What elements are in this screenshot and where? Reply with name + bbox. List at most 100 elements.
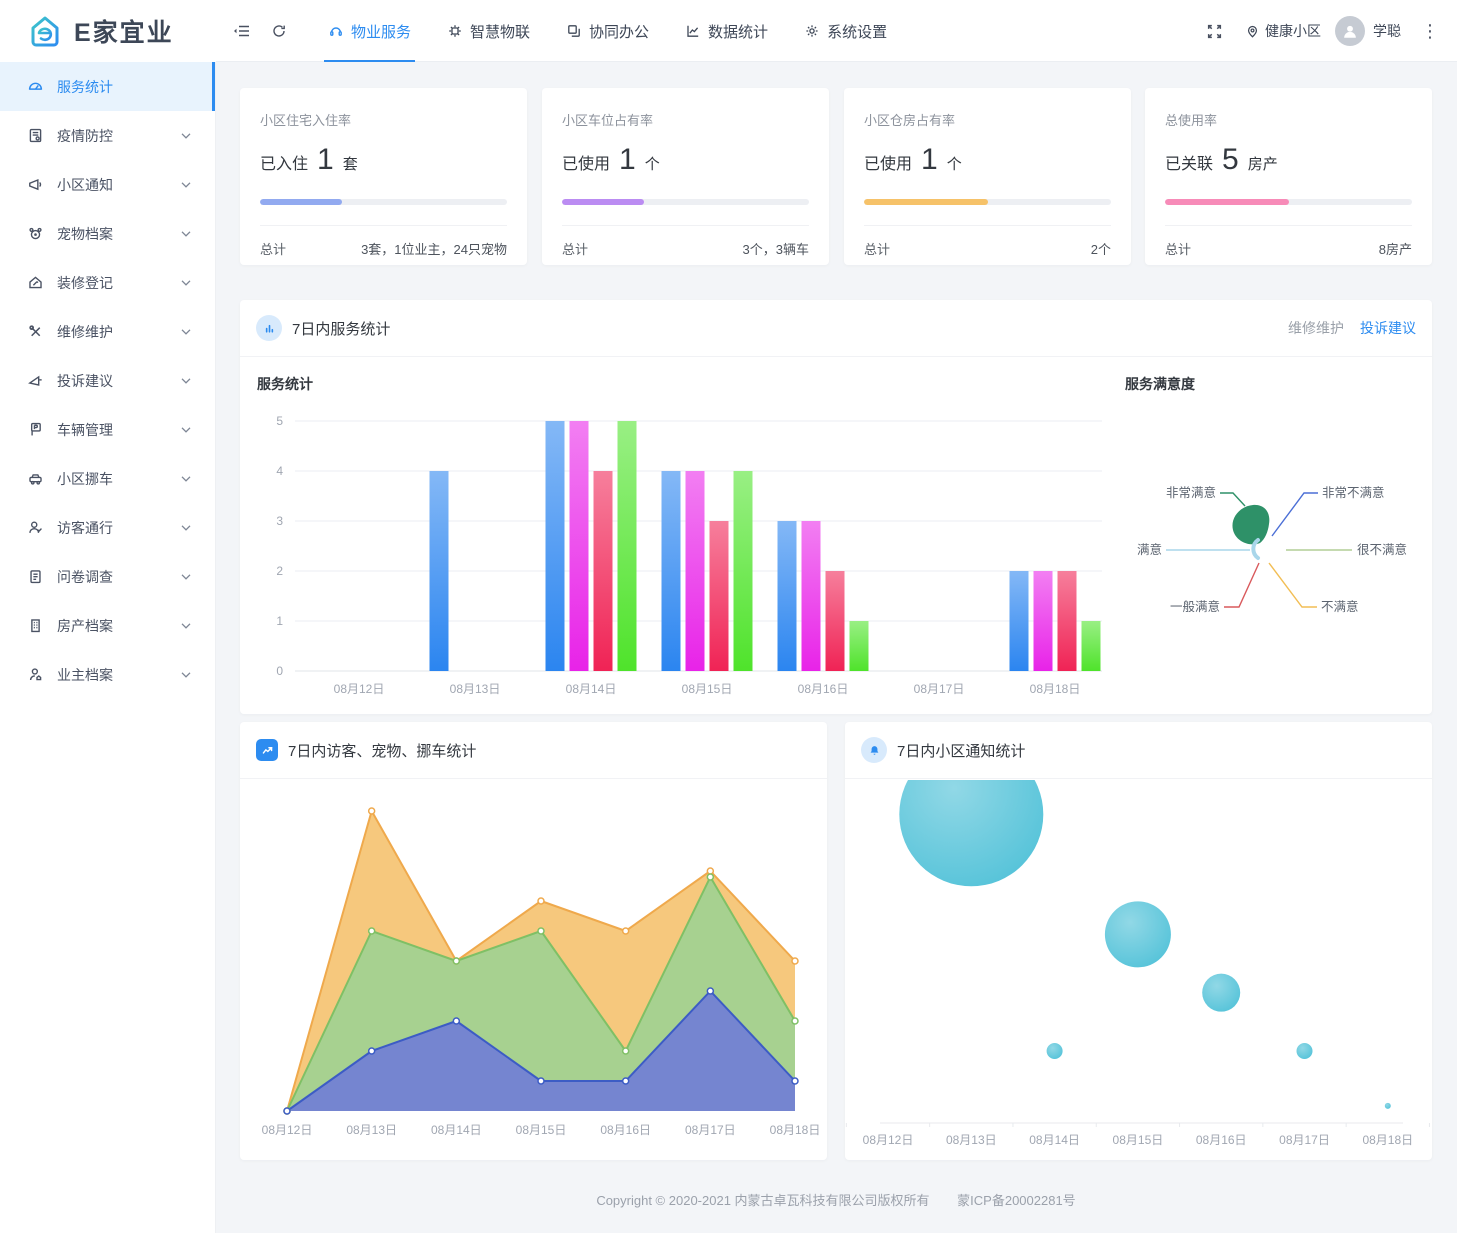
- sidebar-item-label: 车辆管理: [57, 421, 113, 438]
- stat-card-parking: 小区车位占有率 已使用 1 个 总计 3个，3辆车: [542, 88, 829, 265]
- user-menu[interactable]: 学聪: [1335, 16, 1401, 46]
- tools-icon: [29, 325, 41, 337]
- svg-text:08月16日: 08月16日: [600, 1123, 651, 1137]
- sidebar-item-owner-files[interactable]: 业主档案: [0, 650, 215, 699]
- sidebar-item-epidemic[interactable]: 疫情防控: [0, 111, 215, 160]
- svg-text:08月17日: 08月17日: [914, 682, 965, 696]
- stat-total-value: 3套，1位业主，24只宠物: [361, 242, 507, 257]
- sidebar-item-renovation[interactable]: 装修登记: [0, 258, 215, 307]
- sidebar-item-survey[interactable]: 问卷调查: [0, 552, 215, 601]
- tab-property-service[interactable]: 物业服务: [310, 0, 429, 62]
- community-selector[interactable]: 健康小区: [1245, 21, 1321, 41]
- windows-icon: [568, 25, 580, 37]
- sidebar-item-visitors[interactable]: 访客通行: [0, 503, 215, 552]
- sidebar-item-vehicles[interactable]: 车辆管理: [0, 405, 215, 454]
- stat-value-label: 已使用: [864, 156, 913, 173]
- sidebar-item-move-car[interactable]: 小区挪车: [0, 454, 215, 503]
- building-icon: [31, 619, 40, 633]
- progress-fill: [1165, 199, 1289, 205]
- collapse-sidebar-icon[interactable]: [224, 14, 258, 48]
- tab-data-stats[interactable]: 数据统计: [667, 0, 786, 62]
- svg-text:08月17日: 08月17日: [685, 1123, 736, 1137]
- filter-link-repair[interactable]: 维修维护: [1288, 320, 1344, 336]
- stat-total-label: 总计: [562, 242, 589, 257]
- svg-text:08月13日: 08月13日: [946, 1133, 997, 1147]
- stat-total-value: 2个: [1090, 242, 1111, 257]
- service-stats-panel: 7日内服务统计 维修维护 投诉建议 服务统计 服务满意度 0 1 2 3 4 5 08月12…: [240, 300, 1432, 714]
- sidebar-item-property-files[interactable]: 房产档案: [0, 601, 215, 650]
- stat-card-storage: 小区仓房占有率 已使用 1 个 总计 2个: [844, 88, 1131, 265]
- stat-total-value: 8房产: [1378, 242, 1412, 257]
- footer: Copyright © 2020-2021 内蒙古卓瓦科技有限公司版权所有 蒙I…: [240, 1190, 1432, 1209]
- clipboard-icon: [30, 570, 41, 584]
- sidebar-item-label: 房产档案: [57, 617, 113, 634]
- svg-text:08月12日: 08月12日: [262, 1123, 313, 1137]
- refresh-icon[interactable]: [262, 14, 296, 48]
- sidebar-item-label: 疫情防控: [57, 127, 113, 144]
- sidebar-item-service-stats[interactable]: 服务统计: [0, 62, 215, 111]
- stat-total-label: 总计: [260, 242, 287, 257]
- svg-text:08月16日: 08月16日: [798, 682, 849, 696]
- stat-value: 1: [619, 143, 636, 176]
- megaphone-icon: [29, 179, 42, 191]
- chevron-down-icon: [181, 377, 191, 384]
- filter-link-complaints[interactable]: 投诉建议: [1360, 320, 1416, 336]
- progress-track: [562, 199, 809, 205]
- stat-value: 1: [921, 143, 938, 176]
- parking-sign-icon: [30, 422, 41, 436]
- top-header: E家宜业 物业服务 智慧物联: [0, 0, 1457, 62]
- sidebar-item-label: 投诉建议: [57, 372, 113, 389]
- svg-text:08月14日: 08月14日: [431, 1123, 482, 1137]
- svg-text:08月12日: 08月12日: [334, 682, 385, 696]
- sidebar-item-label: 维修维护: [57, 323, 113, 340]
- svg-text:08月18日: 08月18日: [1362, 1133, 1413, 1147]
- progress-fill: [260, 199, 342, 205]
- bell-icon: [861, 737, 887, 763]
- brand-name: E家宜业: [74, 19, 174, 47]
- stat-card-occupancy: 小区住宅入住率 已入住 1 套 总计 3套，1位业主，24只宠物: [240, 88, 527, 265]
- main-content: 小区住宅入住率 已入住 1 套 总计 3套，1位业主，24只宠物 小区车位占有率…: [216, 62, 1457, 1233]
- fullscreen-icon[interactable]: [1197, 14, 1231, 48]
- icp-number: 蒙ICP备20002281号: [957, 1193, 1076, 1208]
- sidebar-item-complaints[interactable]: 投诉建议: [0, 356, 215, 405]
- sidebar-item-repair[interactable]: 维修维护: [0, 307, 215, 356]
- sidebar: 服务统计 疫情防控 小区通知 宠物档案 装修登记 维修维护: [0, 62, 216, 1233]
- visits-chart-icon: [256, 739, 278, 761]
- stat-title: 总使用率: [1165, 113, 1218, 128]
- sidebar-item-label: 问卷调查: [57, 568, 113, 585]
- chevron-down-icon: [181, 524, 191, 531]
- sidebar-item-label: 小区挪车: [57, 470, 113, 487]
- notices-panel: 7日内小区通知统计 08月12日 08月13日 08月14日 08月15日 08月16日…: [845, 722, 1432, 1160]
- svg-text:0: 0: [276, 664, 283, 678]
- sidebar-item-pets[interactable]: 宠物档案: [0, 209, 215, 258]
- more-menu-icon[interactable]: ⋮: [1421, 20, 1439, 41]
- sidebar-item-label: 装修登记: [57, 274, 113, 291]
- tab-collab-office[interactable]: 协同办公: [548, 0, 667, 62]
- sidebar-item-notice[interactable]: 小区通知: [0, 160, 215, 209]
- sidebar-item-label: 访客通行: [57, 519, 113, 536]
- svg-text:非常满意: 非常满意: [1166, 485, 1216, 500]
- svg-text:2: 2: [276, 564, 283, 578]
- car-icon: [29, 474, 42, 485]
- svg-text:一般满意: 一般满意: [1170, 599, 1220, 614]
- brand-logo: E家宜业: [0, 0, 216, 62]
- dashboard-gauge-icon: [28, 82, 43, 90]
- location-pin-icon: [1247, 25, 1258, 38]
- svg-text:不满意: 不满意: [1321, 599, 1359, 614]
- sidebar-item-label: 小区通知: [57, 176, 113, 193]
- chevron-down-icon: [181, 622, 191, 629]
- svg-text:3: 3: [276, 514, 283, 528]
- tab-smart-iot[interactable]: 智慧物联: [429, 0, 548, 62]
- satisfaction-pie-chart: 非常满意 非常不满意 满意 很不满意 一般满意 不满意: [1120, 400, 1420, 695]
- svg-text:08月18日: 08月18日: [1030, 682, 1081, 696]
- chevron-down-icon: [181, 230, 191, 237]
- service-bar-chart: 0 1 2 3 4 5 08月12日 08月13日 08月14日 08月15日 08月16日 08月1…: [240, 397, 1120, 712]
- svg-text:5: 5: [276, 414, 283, 428]
- svg-text:08月17日: 08月17日: [1279, 1133, 1330, 1147]
- stat-value: 5: [1222, 143, 1239, 176]
- stat-value-label: 已关联: [1165, 156, 1214, 173]
- main-nav: 物业服务 智慧物联 协同办公 数据统计: [310, 0, 905, 62]
- tab-system-settings[interactable]: 系统设置: [786, 0, 905, 62]
- pet-icon: [29, 227, 42, 240]
- pie-chart-title: 服务满意度: [1125, 376, 1195, 392]
